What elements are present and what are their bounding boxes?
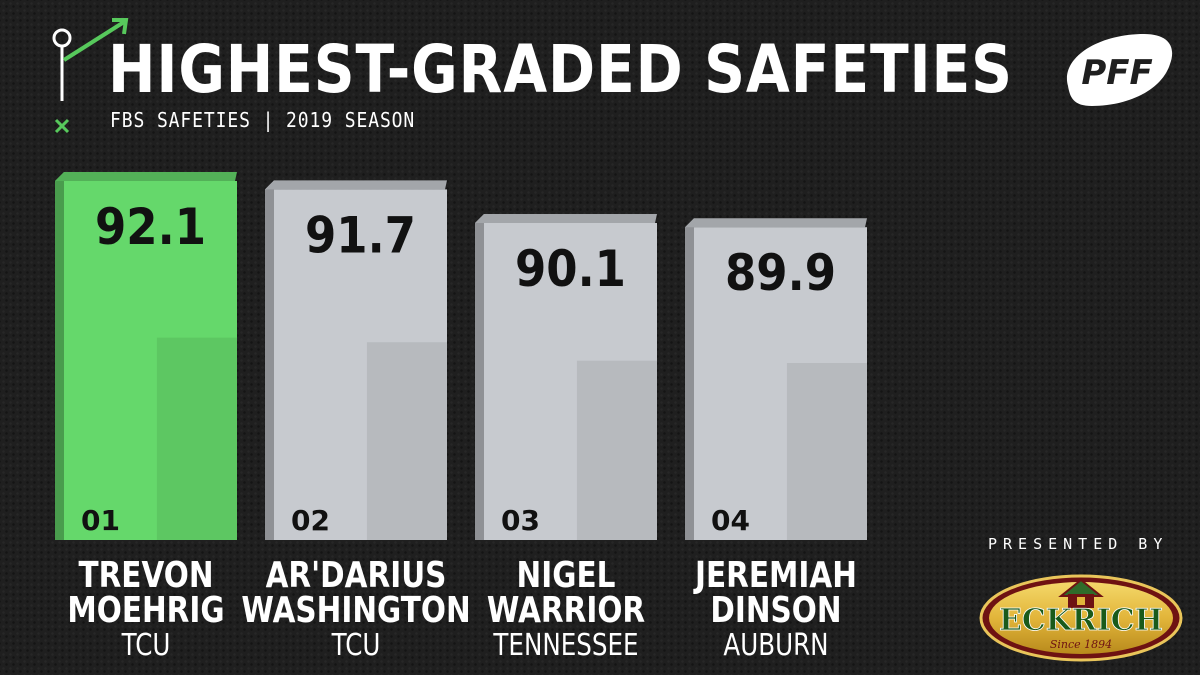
player-last-name: DINSON (710, 588, 841, 631)
bar-shade (366, 342, 447, 540)
chart-title: HIGHEST-GRADED SAFETIES (108, 31, 1013, 108)
eckrich-logo: ECKRICH Since 1894 (979, 574, 1183, 662)
value-label: 90.1 (515, 241, 626, 299)
sponsor-tagline: Since 1894 (1050, 638, 1112, 651)
team-name: TCU (331, 629, 381, 663)
player-last-name: MOEHRIG (67, 588, 224, 631)
rank-label: 01 (81, 504, 120, 537)
value-label: 91.7 (305, 207, 416, 265)
bar-top (475, 214, 657, 223)
player-last-name: WARRIOR (487, 588, 645, 631)
rank-label: 03 (501, 504, 540, 537)
pff-logo: PFF (1066, 34, 1173, 106)
bar-side (475, 214, 484, 540)
bar-shade (576, 360, 657, 540)
rank-label: 04 (711, 504, 750, 537)
sponsor-name: ECKRICH (999, 603, 1163, 638)
player-first-name: AR'DARIUS (266, 553, 447, 596)
team-name: TCU (121, 629, 171, 663)
bar-top (685, 218, 867, 228)
player-last-name: WASHINGTON (241, 588, 470, 631)
bar-side (265, 180, 274, 540)
value-label: 89.9 (725, 245, 836, 303)
bar-side (55, 172, 64, 540)
team-name: AUBURN (723, 629, 828, 663)
play-diagram-icon (52, 18, 129, 134)
bar-top (55, 172, 237, 181)
bar-top (265, 180, 447, 190)
pff-logo-text: PFF (1081, 53, 1152, 93)
player-first-name: NIGEL (517, 553, 616, 596)
bar-shade (156, 337, 237, 540)
player-first-name: JEREMIAH (693, 553, 857, 596)
chart-subtitle: FBS SAFETIES | 2019 SEASON (110, 108, 416, 132)
presented-by-label: PRESENTED BY (988, 535, 1169, 553)
bar-side (685, 218, 694, 540)
bar-shade (786, 363, 867, 540)
rank-label: 02 (291, 504, 330, 537)
player-first-name: TREVON (78, 553, 213, 596)
value-label: 92.1 (95, 199, 206, 257)
team-name: TENNESSEE (493, 629, 639, 663)
